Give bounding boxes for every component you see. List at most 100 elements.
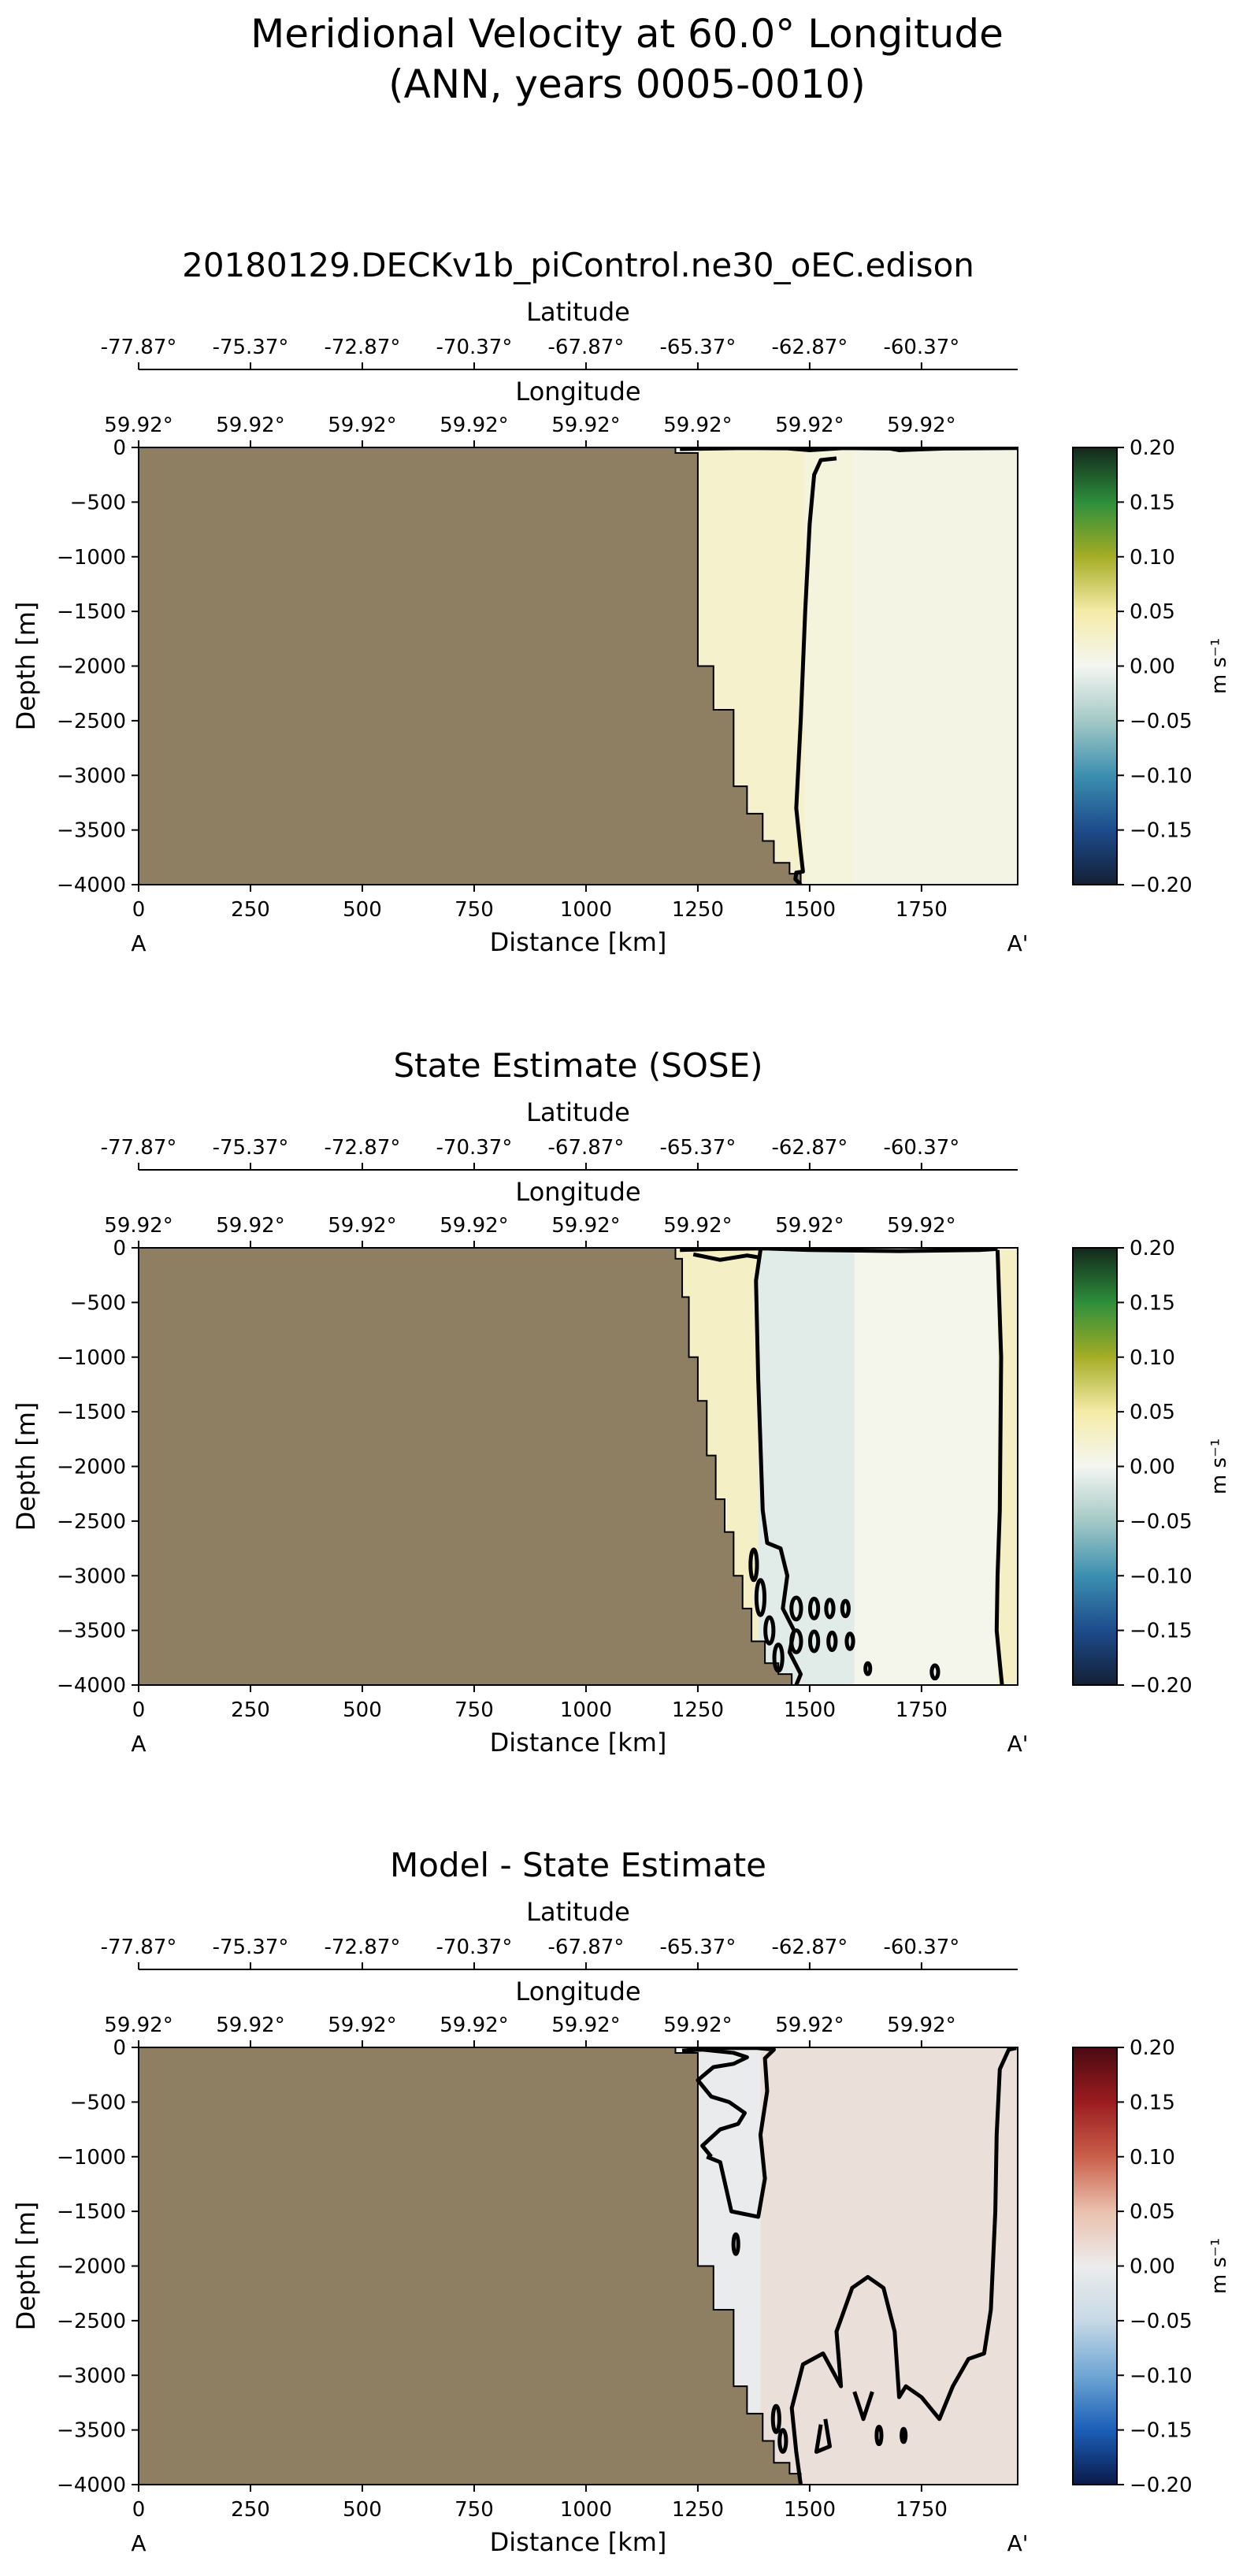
contour-blob (840, 1598, 851, 1619)
y-tick-label: −3500 (57, 819, 126, 843)
x-tick-label: 1500 (784, 1698, 836, 1722)
zero-contour (789, 2047, 1017, 2485)
x-tick-label: 250 (231, 1698, 270, 1722)
longitude-tick-label: 59.92° (775, 2014, 844, 2037)
latitude-tick-label: -60.37° (883, 1136, 959, 1160)
latitude-tick-label: -65.37° (660, 1936, 736, 1959)
contour-blob (874, 2424, 884, 2447)
longitude-tick-label: 59.92° (663, 1214, 732, 1238)
colorbar-tick-label: 0.20 (1130, 2036, 1175, 2060)
longitude-axis-label: Longitude (515, 1177, 640, 1207)
contour-blob (789, 1628, 803, 1654)
x-tick-label: 750 (454, 898, 494, 922)
x-axis-label: Distance [km] (490, 1728, 667, 1758)
latitude-tick-label: -60.37° (883, 1936, 959, 1959)
x-tick-label: 250 (231, 898, 270, 922)
colorbar-tick-label: 0.05 (1130, 2200, 1175, 2224)
latitude-tick-label: -72.87° (325, 1136, 401, 1160)
colorbar-tick-label: −0.10 (1130, 764, 1193, 788)
latitude-axis-label: Latitude (526, 297, 630, 327)
contour-blob (807, 1629, 821, 1654)
y-axis-label: Depth [m] (11, 2202, 41, 2331)
colorbar-tick-label: 0.15 (1130, 491, 1175, 514)
y-tick-label: −3000 (57, 2364, 126, 2388)
field-region (805, 447, 855, 885)
contour-blob (863, 1661, 873, 1676)
latitude-tick-label: -70.37° (436, 1936, 513, 1959)
x-tick-label: 1750 (896, 1698, 948, 1722)
y-tick-label: −2000 (57, 655, 126, 679)
plot-area (139, 1248, 1018, 1685)
longitude-tick-label: 59.92° (440, 1214, 508, 1238)
plot-area (139, 2047, 1018, 2485)
zero-contour (793, 456, 837, 885)
latitude-tick-label: -77.87° (101, 336, 177, 359)
x-tick-label: 0 (132, 2498, 146, 2522)
x-tick-label: 0 (132, 898, 146, 922)
y-tick-label: −500 (70, 1291, 126, 1315)
y-tick-label: −4000 (57, 874, 126, 897)
endpoint-end-label: A' (1007, 2530, 1029, 2556)
x-tick-label: 1250 (672, 2498, 724, 2522)
longitude-tick-label: 59.92° (551, 414, 620, 437)
endpoint-start-label: A (131, 2530, 146, 2556)
x-tick-label: 0 (132, 1698, 146, 1722)
latitude-tick-label: -62.87° (771, 1936, 848, 1959)
y-tick-label: −1500 (57, 2200, 126, 2224)
longitude-tick-label: 59.92° (663, 2014, 732, 2037)
colorbar-tick-label: −0.05 (1130, 1510, 1193, 1534)
y-tick-label: 0 (113, 2036, 126, 2060)
colorbar-tick-label: −0.10 (1130, 1565, 1193, 1588)
y-tick-label: −3500 (57, 2419, 126, 2443)
colorbar-label: m s⁻¹ (1208, 2238, 1231, 2294)
x-tick-label: 500 (343, 2498, 382, 2522)
field-region (760, 2047, 1018, 2485)
y-tick-label: −3000 (57, 764, 126, 788)
zero-contour (852, 2391, 874, 2422)
plot-area (139, 447, 1018, 885)
longitude-tick-label: 59.92° (216, 1214, 284, 1238)
y-tick-label: −2000 (57, 1456, 126, 1479)
y-tick-label: −500 (70, 491, 126, 514)
field-region (758, 1248, 855, 1685)
endpoint-end-label: A' (1007, 930, 1029, 956)
colorbar (1072, 447, 1118, 885)
panel-model: 20180129.DECKv1b_piControl.ne30_oEC.edis… (11, 246, 1231, 957)
longitude-tick-label: 59.92° (775, 1214, 844, 1238)
latitude-tick-label: -75.37° (213, 1936, 289, 1959)
colorbar-tick-label: −0.20 (1130, 1674, 1193, 1698)
panel-observations: State Estimate (SOSE) Latitude -77.87° -75.… (11, 1046, 1231, 1758)
colorbar-tick-label: −0.15 (1130, 819, 1193, 843)
colorbar-tick-label: 0.20 (1130, 436, 1175, 460)
contour-blob (929, 1663, 940, 1681)
colorbar-tick-label: 0.05 (1130, 1401, 1175, 1424)
zero-contour (994, 1249, 1004, 1685)
x-tick-label: 750 (454, 1698, 494, 1722)
longitude-tick-label: 59.92° (328, 2014, 396, 2037)
colorbar-tick-label: 0.15 (1130, 1291, 1175, 1315)
y-tick-label: −2500 (57, 2310, 126, 2333)
land-bathymetry (139, 1248, 793, 1685)
x-axis-label: Distance [km] (490, 927, 667, 957)
figure-suptitle-line1: Meridional Velocity at 60.0° Longitude (250, 11, 1004, 57)
latitude-tick-label: -60.37° (883, 336, 959, 359)
contour-blob (770, 2403, 781, 2434)
colorbar-tick-label: 0.15 (1130, 2091, 1175, 2114)
panel-title: State Estimate (SOSE) (393, 1046, 762, 1085)
x-tick-label: 250 (231, 2498, 270, 2522)
colorbar-tick-label: 0.20 (1130, 1237, 1175, 1260)
contour-blob (789, 1595, 803, 1622)
longitude-tick-label: 59.92° (440, 414, 508, 437)
x-tick-label: 500 (343, 898, 382, 922)
longitude-tick-label: 59.92° (440, 2014, 508, 2037)
longitude-tick-label: 59.92° (104, 414, 173, 437)
field-region (854, 1248, 998, 1685)
latitude-axis-label: Latitude (526, 1097, 630, 1127)
colorbar-tick-label: −0.15 (1130, 2419, 1193, 2443)
x-tick-label: 1500 (784, 2498, 836, 2522)
colorbar-tick-label: −0.15 (1130, 1620, 1193, 1643)
y-tick-label: 0 (113, 1237, 126, 1260)
x-tick-label: 1250 (672, 1698, 724, 1722)
x-tick-label: 750 (454, 2498, 494, 2522)
